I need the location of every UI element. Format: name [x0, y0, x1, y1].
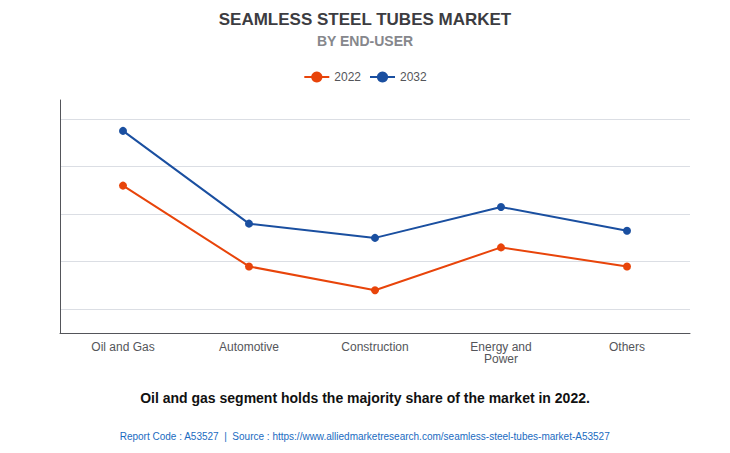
svg-text:Energy and: Energy and	[470, 340, 532, 354]
svg-text:2032: 2032	[400, 70, 427, 84]
svg-text:Oil and gas segment holds the: Oil and gas segment holds the majority s…	[140, 390, 590, 406]
svg-text:Power: Power	[484, 352, 518, 366]
svg-text:2022: 2022	[334, 70, 361, 84]
svg-text:Oil and Gas: Oil and Gas	[91, 340, 154, 354]
svg-text:SEAMLESS STEEL TUBES MARKET: SEAMLESS STEEL TUBES MARKET	[219, 10, 512, 29]
svg-text:Automotive: Automotive	[219, 340, 279, 354]
svg-text:BY END-USER: BY END-USER	[317, 33, 413, 49]
svg-text:Report Code : A53527 | Sourc: Report Code : A53527 | Source : https://…	[120, 431, 610, 442]
svg-text:Others: Others	[609, 340, 645, 354]
svg-text:Construction: Construction	[341, 340, 408, 354]
